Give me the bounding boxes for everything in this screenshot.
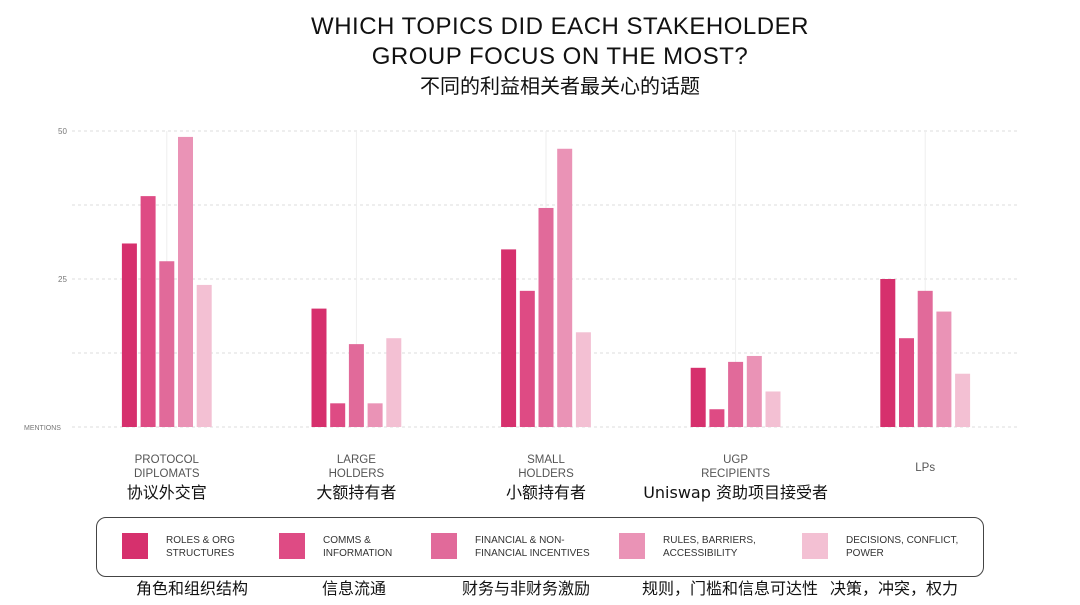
chart-title-line-2: GROUP FOCUS ON THE MOST? bbox=[371, 43, 749, 70]
bar-decisions bbox=[196, 284, 212, 427]
x-tick-label-zh: 大额持有者 bbox=[316, 483, 396, 502]
bar-decisions bbox=[955, 373, 971, 427]
bar-roles bbox=[690, 367, 706, 427]
bar-comms bbox=[899, 338, 914, 427]
legend-label-roles: ROLES & ORG STRUCTURES bbox=[166, 535, 235, 559]
bar-decisions bbox=[386, 338, 402, 427]
chart-title-block: WHICH TOPICS DID EACH STAKEHOLDER GROUP … bbox=[0, 12, 1080, 100]
legend-swatch-rules bbox=[619, 533, 645, 559]
legend-zh-roles: 角色和组织结构 bbox=[136, 579, 249, 598]
x-tick-label: HOLDERS bbox=[518, 468, 574, 480]
x-tick-label: HOLDERS bbox=[329, 468, 385, 480]
legend-zh-comms: 信息流通 bbox=[322, 579, 387, 598]
bar-decisions bbox=[575, 332, 591, 427]
legend-zh-rules: 规则，门槛和信息可达性 bbox=[642, 579, 819, 598]
bar-rules bbox=[746, 355, 762, 427]
x-tick-label-zh: Uniswap 资助项目接受者 bbox=[643, 483, 828, 502]
x-tick-label: RECIPIENTS bbox=[701, 468, 770, 480]
y-tick-label: 25 bbox=[58, 275, 67, 284]
bar-roles bbox=[880, 279, 896, 427]
legend-swatch-decisions bbox=[802, 533, 828, 559]
y-tick-label: 50 bbox=[58, 127, 67, 136]
x-tick-label: DIPLOMATS bbox=[134, 468, 200, 480]
bar-comms bbox=[709, 409, 725, 427]
legend-label-decisions: DECISIONS, CONFLICT, POWER bbox=[846, 535, 959, 559]
bar-financial bbox=[348, 344, 364, 427]
bar-rules bbox=[936, 311, 952, 427]
x-tick-label: UGP bbox=[723, 454, 748, 466]
bar-comms bbox=[519, 290, 535, 427]
chart-subtitle-zh: 不同的利益相关者最关心的话题 bbox=[420, 74, 700, 98]
bar-comms bbox=[330, 403, 346, 427]
bar-comms bbox=[140, 196, 156, 427]
bar-roles bbox=[501, 249, 517, 427]
x-tick-label: PROTOCOL bbox=[135, 454, 200, 466]
bar-rules bbox=[178, 136, 193, 428]
x-tick-label: LARGE bbox=[337, 454, 376, 466]
bar-rules bbox=[367, 403, 383, 427]
bar-financial bbox=[728, 361, 744, 427]
legend-label-rules: RULES, BARRIERS, ACCESSIBILITY bbox=[663, 535, 756, 559]
legend-swatch-comms bbox=[279, 533, 305, 559]
legend-swatch-roles bbox=[122, 533, 148, 559]
bar-financial bbox=[538, 207, 554, 427]
bar-roles bbox=[121, 243, 137, 427]
legend-swatch-financial bbox=[431, 533, 457, 559]
legend-label-financial: FINANCIAL & NON- FINANCIAL INCENTIVES bbox=[475, 535, 590, 559]
bar-decisions bbox=[765, 391, 781, 427]
chart-title-line-1: WHICH TOPICS DID EACH STAKEHOLDER bbox=[311, 13, 809, 40]
x-tick-label-zh: 协议外交官 bbox=[127, 483, 207, 502]
legend-zh-decisions: 决策，冲突，权力 bbox=[830, 579, 959, 598]
legend-label-comms: COMMS & INFORMATION bbox=[323, 535, 393, 559]
legend: ROLES & ORG STRUCTURES COMMS & INFORMATI… bbox=[96, 517, 984, 577]
x-tick-label: LPs bbox=[915, 462, 935, 474]
x-tick-label: SMALL bbox=[527, 454, 565, 466]
bar-financial bbox=[159, 261, 175, 427]
y-axis-label: MENTIONS bbox=[24, 425, 61, 432]
bar-financial bbox=[917, 290, 933, 427]
bar-rules bbox=[557, 148, 573, 427]
x-tick-label-zh: 小额持有者 bbox=[506, 483, 586, 502]
legend-zh-financial: 财务与非财务激励 bbox=[462, 579, 591, 598]
bar-roles bbox=[311, 308, 327, 427]
